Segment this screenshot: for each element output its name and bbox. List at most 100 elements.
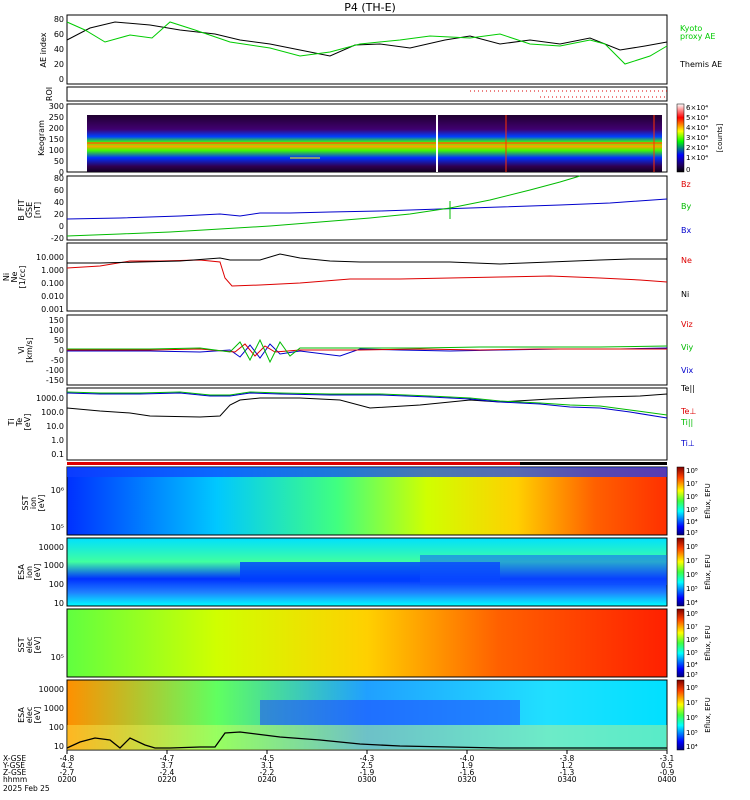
keogram-panel: 300 250 200 150 100 50 0 Keogram 6×10⁴ 5… — [37, 102, 724, 177]
density-label-ni: Ni — [681, 290, 689, 299]
x-tick-label-x: -4.8 — [60, 754, 75, 763]
x-tick-label-t: 0220 — [157, 775, 176, 784]
sst-elec-ylabel: SST — [17, 637, 26, 652]
density-ylabel: [1/cc] — [18, 266, 27, 289]
status-bar — [67, 462, 667, 465]
temperature-panel: 1000.0 100.0 10.0 1.0 0.1 Ti Te [eV] Te|… — [7, 384, 696, 461]
x-tick-label-z: -2.7 — [60, 768, 75, 777]
keogram-tick: 0 — [59, 168, 64, 177]
ae-themis-line — [66, 21, 668, 57]
x-tick-label-x: -4.5 — [260, 754, 275, 763]
velocity-vy-line — [67, 338, 668, 364]
bfield-tick: 20 — [54, 210, 64, 219]
velocity-tick: -100 — [46, 366, 64, 375]
esa-ion-panel: 10000 1000 100 10 ESA ion [eV] 10⁸ 10⁷ 1… — [17, 537, 712, 608]
temperature-ylabel: Ti — [7, 419, 16, 427]
bfield-by-line — [66, 175, 581, 237]
keogram-tick: 200 — [49, 124, 64, 133]
bfield-panel: 80 60 40 20 0 -20 B_FIT GSE [nT] Bz By B… — [17, 174, 691, 243]
density-panel: 10.000 1.000 0.100 0.010 0.001 Ni Ne [1/… — [2, 242, 692, 314]
density-label-ne: Ne — [681, 256, 692, 265]
sst-elec-cb-label: Eflux, EFU — [704, 625, 712, 660]
x-row-label: Z-GSE — [3, 768, 27, 777]
x-tick-label-y: 4.2 — [61, 761, 73, 770]
esa-ion-tick: 100 — [49, 580, 64, 589]
x-tick-label-y: 1.2 — [561, 761, 573, 770]
density-tick: 0.001 — [41, 305, 64, 314]
sst-elec-ylabel: elec — [25, 637, 34, 653]
x-row-label: 2025 Feb 25 — [3, 784, 50, 793]
density-tick: 0.010 — [41, 292, 64, 301]
keogram-tick: 50 — [54, 157, 64, 166]
ae-kyoto-line — [66, 21, 668, 65]
bfield-bx-line — [66, 198, 668, 220]
x-tick-label-y: 0.5 — [661, 761, 673, 770]
bfield-ylabel: B_FIT — [17, 199, 26, 220]
density-ne-line — [67, 253, 667, 265]
temperature-ylabel: Te — [15, 418, 24, 428]
x-tick-label-y: 2.5 — [361, 761, 373, 770]
sst-ion-ylabel: ion — [29, 497, 38, 509]
temperature-tick: 1000.0 — [36, 394, 64, 403]
sst-elec-colorbar — [676, 608, 685, 678]
x-tick-label-y: 3.1 — [261, 761, 273, 770]
keogram-cb-tick: 2×10⁴ — [686, 144, 708, 152]
sst-ion-tick: 10⁶ — [51, 486, 64, 495]
esa-ion-cb-tick: 10⁴ — [686, 599, 698, 607]
sst-elec-cb-tick: 10⁶ — [686, 636, 698, 644]
keogram-tick: 150 — [49, 135, 64, 144]
velocity-tick: 100 — [49, 326, 64, 335]
x-row-label: Y-GSE — [2, 761, 25, 770]
x-tick-label-t: 0300 — [357, 775, 376, 784]
x-tick-label-t: 0400 — [657, 775, 676, 784]
ae-tick: 60 — [54, 30, 64, 39]
keogram-cb-tick: 4×10⁴ — [686, 124, 708, 132]
roi-ylabel: ROI — [45, 87, 54, 101]
sst-elec-tick: 10⁵ — [51, 653, 64, 662]
esa-elec-cb-tick: 10⁴ — [686, 743, 698, 751]
x-tick-label-t: 0340 — [557, 775, 576, 784]
sst-elec-cb-tick: 10⁸ — [686, 610, 698, 618]
keogram-tick: 300 — [49, 102, 64, 111]
keogram-cb-tick: 0 — [686, 166, 690, 174]
x-tick-label-t: 0320 — [457, 775, 476, 784]
velocity-tick: -150 — [46, 376, 64, 385]
x-tick-label-x: -4.7 — [160, 754, 175, 763]
bfield-tick: 40 — [54, 198, 64, 207]
bfield-label-by: By — [681, 202, 691, 211]
temperature-tick: 100.0 — [41, 408, 64, 417]
x-tick-label-z: -1.9 — [360, 768, 375, 777]
velocity-ylabel: [km/s] — [25, 337, 34, 363]
esa-ion-colorbar — [676, 537, 685, 607]
esa-ion-tick: 1000 — [44, 561, 64, 570]
x-tick-label-x: -3.1 — [660, 754, 675, 763]
x-tick-label-y: 1.9 — [461, 761, 473, 770]
density-ylabel: Ni — [2, 273, 11, 281]
keogram-ylabel: Keogram — [37, 120, 46, 156]
temperature-tiperp-line — [66, 392, 668, 419]
bfield-tick: 60 — [54, 186, 64, 195]
x-tick-label-t: 0240 — [257, 775, 276, 784]
x-row-label: hhmm — [3, 775, 27, 784]
sst-elec-cb-tick: 10³ — [686, 671, 698, 679]
keogram-cb-tick: 3×10⁴ — [686, 134, 708, 142]
sst-ion-panel: 10⁶ 10⁵ SST ion [eV] 10⁸ 10⁷ 10⁶ 10⁵ 10⁴… — [21, 466, 712, 537]
ae-tick: 40 — [54, 45, 64, 54]
bfield-tick: -20 — [51, 234, 64, 243]
ae-legend-themis: Themis AE — [679, 60, 722, 69]
x-tick-label-x: -4.3 — [360, 754, 375, 763]
esa-ion-tick: 10000 — [39, 543, 64, 552]
bfield-label-bz: Bz — [681, 180, 691, 189]
sst-ion-cb-tick: 10⁵ — [686, 506, 698, 514]
x-row-label: X-GSE — [3, 754, 26, 763]
esa-ion-ylabel: ion — [25, 566, 34, 578]
x-tick-label-z: -1.3 — [560, 768, 575, 777]
sst-ion-spectrogram — [66, 466, 668, 536]
esa-elec-tick: 10 — [54, 742, 64, 751]
sst-ion-cb-tick: 10³ — [686, 529, 698, 537]
ae-ylabel: AE index — [39, 32, 48, 67]
velocity-tick: -50 — [51, 356, 64, 365]
bfield-ylabel: GSE — [25, 202, 34, 218]
bfield-tick: 80 — [54, 174, 64, 183]
